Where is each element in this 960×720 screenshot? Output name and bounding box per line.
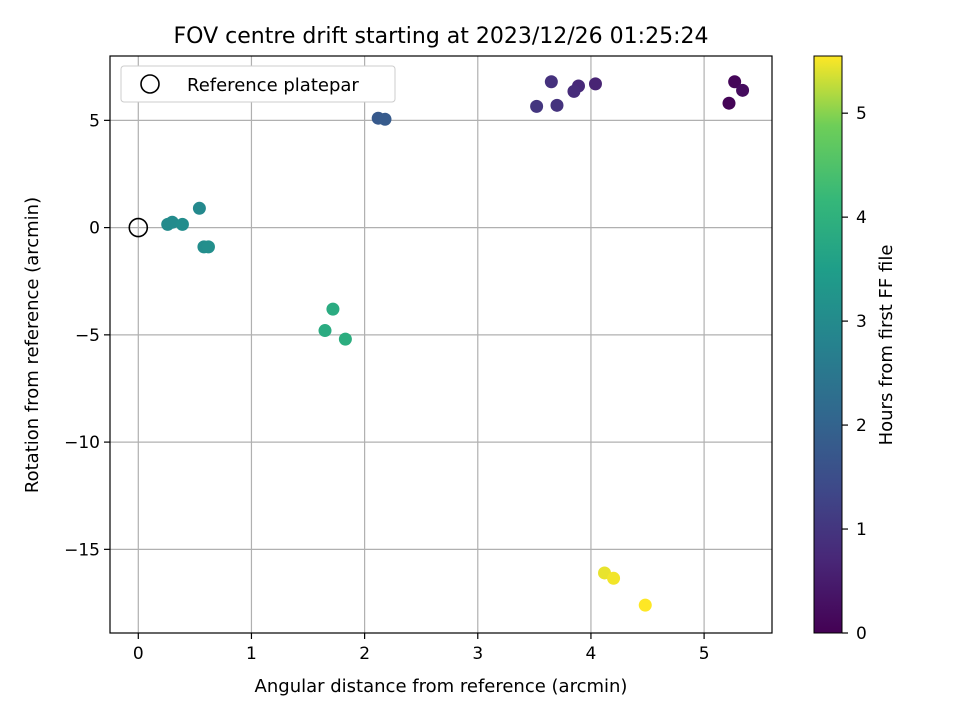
x-tick-label: 5 — [699, 644, 710, 664]
data-point — [638, 598, 652, 612]
colorbar: 0 1 2 3 4 5 Hours from first FF file — [813, 55, 897, 644]
data-point — [378, 112, 392, 126]
data-point — [326, 302, 340, 316]
colorbar-tick-label: 3 — [856, 312, 867, 332]
x-tick-label: 3 — [472, 644, 483, 664]
data-point — [318, 324, 332, 338]
colorbar-tick-label: 0 — [856, 624, 867, 644]
data-point — [544, 75, 558, 89]
y-axis-label: Rotation from reference (arcmin) — [22, 197, 43, 493]
colorbar-gradient — [813, 55, 843, 634]
data-point — [722, 96, 736, 110]
data-point — [588, 77, 602, 91]
data-point — [607, 571, 621, 585]
data-point — [338, 332, 352, 346]
data-point — [550, 98, 564, 112]
colorbar-tick-label: 4 — [856, 208, 867, 228]
plot-frame — [109, 55, 773, 634]
colorbar-label: Hours from first FF file — [876, 245, 897, 446]
reference-platepar-point — [128, 217, 149, 238]
legend: Reference platepar — [120, 65, 396, 103]
legend-marker-icon — [140, 74, 160, 94]
chart-title: FOV centre drift starting at 2023/12/26 … — [174, 24, 709, 49]
y-axis-ticks: 5 0 −5 −10 −15 — [64, 111, 110, 560]
y-tick-label: −5 — [75, 326, 100, 346]
legend-box — [120, 65, 396, 103]
legend-label: Reference platepar — [187, 75, 359, 96]
data-points — [161, 75, 750, 612]
colorbar-tick-label: 1 — [856, 520, 867, 540]
data-point — [567, 84, 581, 98]
y-tick-label: −15 — [64, 540, 100, 560]
x-tick-label: 1 — [246, 644, 257, 664]
x-tick-label: 0 — [133, 644, 144, 664]
data-point — [728, 75, 742, 89]
data-point — [201, 240, 215, 254]
x-axis-ticks: 0 1 2 3 4 5 — [133, 633, 710, 664]
y-tick-label: 5 — [89, 111, 100, 131]
data-point — [175, 217, 189, 231]
colorbar-ticks: 0 1 2 3 4 5 — [842, 104, 867, 644]
data-point — [192, 201, 206, 215]
x-tick-label: 4 — [586, 644, 597, 664]
data-point — [736, 83, 750, 97]
x-tick-label: 2 — [359, 644, 370, 664]
colorbar-tick-label: 5 — [856, 104, 867, 124]
grid-lines — [110, 56, 772, 633]
colorbar-tick-label: 2 — [856, 416, 867, 436]
y-tick-label: 0 — [89, 219, 100, 239]
y-tick-label: −10 — [64, 433, 100, 453]
x-axis-label: Angular distance from reference (arcmin) — [255, 676, 628, 697]
data-point — [165, 215, 179, 229]
data-point — [530, 99, 544, 113]
